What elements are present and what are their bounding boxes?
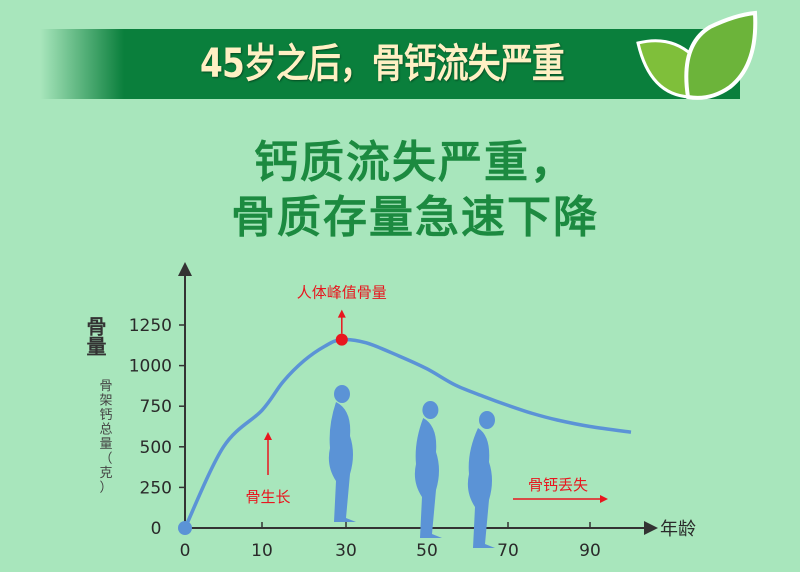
peak-label: 人体峰值骨量 xyxy=(297,284,387,302)
y-axis-sublabel-char: 克 xyxy=(99,466,112,481)
x-axis-label: 年龄 xyxy=(660,519,696,540)
y-tick-label: 0 xyxy=(151,519,162,539)
x-axis-arrow xyxy=(644,521,658,535)
y-axis-label: 骨量 xyxy=(83,316,107,356)
y-axis-sublabel-char: （ xyxy=(99,452,112,467)
x-tick-label: 70 xyxy=(497,541,519,561)
person-silhouette-body xyxy=(467,428,495,548)
peak-point xyxy=(335,333,348,346)
origin-point xyxy=(178,521,192,535)
x-tick-label: 50 xyxy=(416,541,438,561)
leaf-icon xyxy=(636,10,758,100)
loss-label: 骨钙丢失 xyxy=(528,476,588,494)
person-silhouette-head xyxy=(334,385,350,403)
y-tick-label: 250 xyxy=(140,478,172,498)
growth-label: 骨生长 xyxy=(245,488,290,506)
bone-mass-curve xyxy=(183,337,632,529)
silhouettes xyxy=(328,385,495,548)
y-tick-label: 750 xyxy=(140,397,172,417)
y-axis-sublabel-char: 量 xyxy=(99,437,112,452)
x-tick-label: 10 xyxy=(251,541,273,561)
headline-line-1: 钙质流失严重， xyxy=(254,137,576,188)
y-tick-label: 1250 xyxy=(129,316,172,336)
person-silhouette-head xyxy=(422,401,439,419)
x-tick-label: 30 xyxy=(335,541,357,561)
title-banner xyxy=(40,29,740,99)
banner-title: 45岁之后，骨钙流失严重 xyxy=(200,41,565,87)
y-axis-sublabel-char: 总 xyxy=(99,423,112,438)
y-axis-sublabel-char: 架 xyxy=(99,394,112,409)
x-tick-label: 90 xyxy=(579,541,601,561)
headline-line-2: 骨质存量急速下降 xyxy=(231,192,599,243)
person-silhouette-body xyxy=(414,418,442,538)
growth-arrow-head xyxy=(264,432,272,440)
peak-arrow-head xyxy=(337,309,346,318)
y-tick-label: 1000 xyxy=(129,357,172,377)
y-axis-sublabel-char: ） xyxy=(99,481,112,496)
y-axis-arrow xyxy=(178,262,192,276)
person-silhouette-body xyxy=(328,402,356,522)
loss-arrow-head xyxy=(600,495,608,503)
person-silhouette-head xyxy=(479,411,495,429)
y-tick-label: 500 xyxy=(140,438,172,458)
y-axis-sublabel-char: 骨 xyxy=(99,379,112,394)
x-tick-label: 0 xyxy=(180,541,191,561)
y-axis-sublabel-char: 钙 xyxy=(99,408,112,423)
